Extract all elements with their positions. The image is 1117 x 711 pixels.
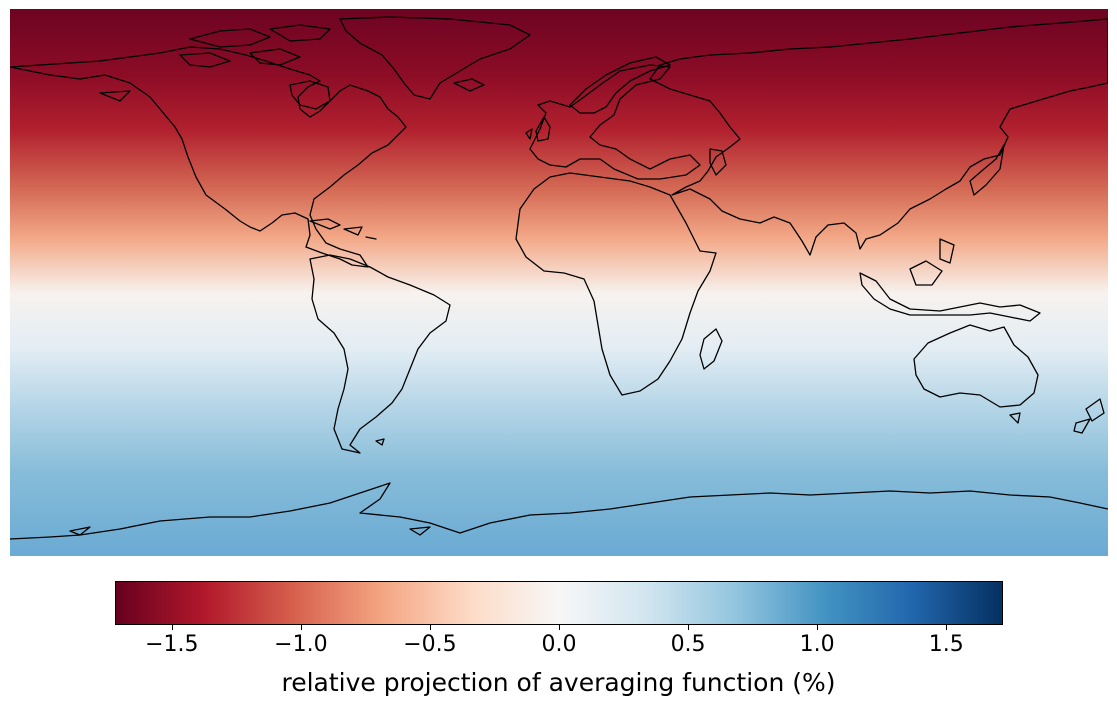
coastline-new-zealand [1073,398,1105,434]
colorbar-tick-mark [817,625,819,630]
coastline-hudson-bay [289,80,331,110]
colorbar [115,581,1003,625]
coastline-madagascar [699,328,723,370]
colorbar-tick-label: −0.5 [403,632,457,657]
colorbar-tick-label: 0.5 [670,632,706,657]
coastline-europe [529,64,701,180]
coastline-australia [913,324,1039,408]
colorbar-tick-label: −1.0 [274,632,328,657]
coastline-caspian [709,148,727,176]
world-map [9,9,1109,556]
coastline-tasmania [1009,412,1021,424]
coastline-japan [969,144,1005,196]
colorbar-tick-mark [946,625,948,630]
colorbar-tick-mark [429,625,431,630]
coastline-indonesia [859,238,1041,322]
coastlines [9,16,1109,540]
colorbar-tick-mark [300,625,302,630]
coastline-greenland [339,16,531,100]
map-background [10,9,1108,556]
colorbar-tick-label: 1.5 [928,632,964,657]
coastline-arctic-islands [99,24,331,102]
coastline-north-america [9,46,407,268]
coastline-africa [515,172,717,396]
colorbar-tick-mark [688,625,690,630]
map-svg [9,9,1109,556]
coastline-iceland [453,78,485,92]
colorbar-tick-mark [171,625,173,630]
colorbar-tick-label: 0.0 [541,632,577,657]
coastline-antarctica-islands [69,526,431,536]
coastline-scandinavia [569,56,671,114]
coastline-antarctica [9,482,1109,540]
coastline-caribbean [309,218,377,240]
colorbar-tick-label: 1.0 [799,632,835,657]
colorbar-label: relative projection of averaging functio… [281,668,836,697]
colorbar-tick-label: −1.5 [145,632,199,657]
coastline-south-america [309,254,451,454]
colorbar-ticks: −1.5 −1.0 −0.5 0.0 0.5 1.0 1.5 [115,625,1003,665]
coastline-british-isles [525,116,551,142]
coastline-asia [649,18,1109,256]
coastline-falklands [375,438,385,446]
colorbar-tick-mark [559,625,560,630]
